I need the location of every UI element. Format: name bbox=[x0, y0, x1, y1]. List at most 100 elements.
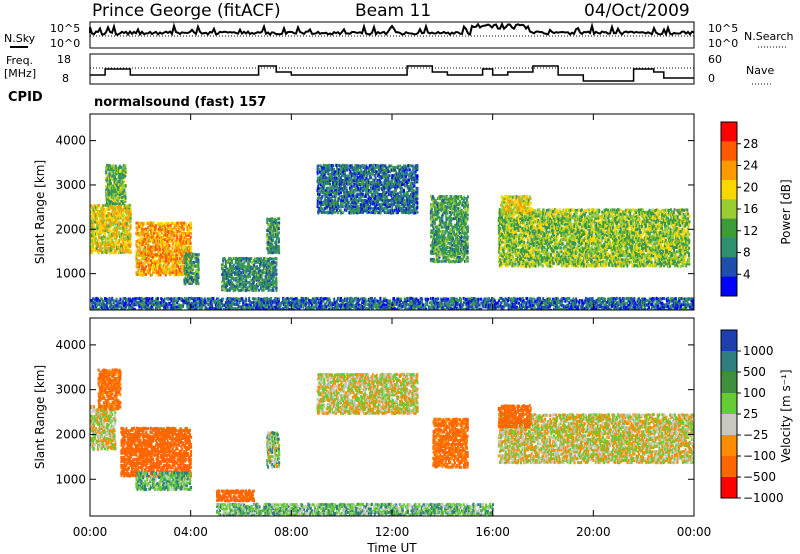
scatter-cell bbox=[178, 221, 180, 225]
scatter-cell bbox=[171, 260, 174, 264]
scatter-cell bbox=[380, 206, 383, 210]
scatter-cell bbox=[183, 221, 185, 225]
scatter-cell bbox=[257, 260, 260, 264]
scatter-cell bbox=[125, 226, 128, 230]
scatter-cell bbox=[124, 166, 127, 170]
scatter-cell bbox=[415, 165, 418, 169]
scatter-cell bbox=[387, 180, 390, 184]
scatter-cell bbox=[143, 251, 146, 255]
scatter-cell bbox=[415, 209, 418, 213]
scatter-cell bbox=[277, 231, 280, 235]
scatter-cell bbox=[91, 238, 94, 242]
scatter-cell bbox=[154, 261, 156, 265]
scatter-cell bbox=[334, 170, 336, 174]
scatter-cell bbox=[229, 263, 232, 267]
scatter-cell bbox=[234, 278, 237, 282]
scatter-cell bbox=[440, 241, 443, 245]
scatter-cell bbox=[364, 199, 366, 202]
scatter-cell bbox=[229, 284, 232, 288]
scatter-cell bbox=[118, 232, 121, 236]
scatter-cell bbox=[340, 178, 343, 182]
scatter-cell bbox=[90, 220, 92, 224]
scatter-cell bbox=[443, 230, 446, 233]
scatter-cell bbox=[128, 214, 131, 218]
scatter-cell bbox=[95, 243, 98, 247]
scatter-cell bbox=[270, 267, 273, 271]
scatter-cell bbox=[110, 194, 113, 198]
scatter-cell bbox=[94, 206, 97, 209]
scatter-cell bbox=[197, 274, 200, 278]
scatter-cell bbox=[453, 207, 456, 210]
scatter-cell bbox=[368, 170, 370, 174]
scatter-cell bbox=[118, 251, 120, 255]
scatter-cell bbox=[115, 222, 118, 226]
scatter-cell bbox=[343, 186, 346, 190]
scatter-cell bbox=[114, 212, 117, 216]
scatter-cell bbox=[150, 273, 153, 277]
scatter-cell bbox=[266, 221, 269, 225]
scatter-cell bbox=[186, 278, 189, 282]
scatter-cell bbox=[190, 249, 192, 252]
scatter-cell bbox=[99, 242, 101, 246]
scatter-cell bbox=[238, 261, 241, 265]
scatter-cell bbox=[443, 235, 446, 239]
scatter-cell bbox=[467, 230, 469, 233]
scatter-cell bbox=[346, 199, 349, 202]
scatter-cell bbox=[373, 211, 376, 215]
scatter-cell bbox=[327, 211, 330, 215]
scatter-cell bbox=[124, 206, 127, 210]
scatter-cell bbox=[255, 284, 257, 288]
scatter-cell bbox=[442, 201, 445, 205]
scatter-cell bbox=[236, 287, 239, 291]
scatter-cell bbox=[453, 247, 455, 251]
scatter-cell bbox=[158, 237, 161, 241]
scatter-cell bbox=[461, 217, 464, 221]
scatter-cell bbox=[268, 269, 271, 273]
scatter-cell bbox=[339, 170, 342, 174]
scatter-cell bbox=[465, 215, 467, 219]
scatter-cell bbox=[331, 188, 334, 192]
scatter-cell bbox=[446, 246, 449, 249]
scatter-cell bbox=[324, 176, 327, 180]
scatter-cell bbox=[168, 253, 171, 257]
scatter-cell bbox=[402, 168, 404, 172]
scatter-cell bbox=[388, 199, 391, 202]
scatter-cell bbox=[222, 270, 225, 274]
scatter-cell bbox=[124, 210, 127, 214]
scatter-cell bbox=[197, 258, 200, 262]
scatter-cell bbox=[196, 256, 199, 260]
scatter-cell bbox=[415, 174, 418, 178]
scatter-cell bbox=[397, 194, 400, 198]
scatter-cell bbox=[334, 183, 337, 186]
scatter-cell bbox=[406, 186, 409, 190]
scatter-cell bbox=[260, 261, 263, 265]
scatter-cell bbox=[400, 194, 403, 198]
scatter-cell bbox=[271, 221, 274, 225]
nave-tick-top: 60 bbox=[708, 53, 722, 66]
scatter-cell bbox=[273, 221, 275, 225]
scatter-cell bbox=[430, 259, 433, 263]
scatter-cell bbox=[176, 259, 179, 263]
scatter-cell bbox=[353, 182, 356, 186]
scatter-cell bbox=[464, 236, 467, 240]
scatter-cell bbox=[124, 199, 127, 203]
scatter-cell bbox=[374, 187, 376, 190]
scatter-cell bbox=[272, 226, 275, 230]
scatter-cell bbox=[319, 190, 322, 194]
scatter-cell bbox=[116, 218, 118, 222]
scatter-cell bbox=[503, 218, 506, 222]
scatter-cell bbox=[410, 189, 413, 192]
scatter-cell bbox=[124, 196, 127, 200]
scatter-cell bbox=[406, 190, 409, 194]
scatter-cell bbox=[143, 228, 146, 232]
scatter-cell bbox=[318, 206, 321, 210]
scatter-cell bbox=[436, 231, 439, 235]
scatter-cell bbox=[92, 205, 95, 209]
scatter-cell bbox=[156, 253, 159, 257]
scatter-cell bbox=[453, 217, 455, 221]
scatter-cell bbox=[391, 199, 394, 203]
scatter-cell bbox=[318, 170, 321, 174]
scatter-cell bbox=[191, 254, 194, 258]
scatter-cell bbox=[181, 227, 183, 231]
scatter-cell bbox=[507, 262, 510, 266]
